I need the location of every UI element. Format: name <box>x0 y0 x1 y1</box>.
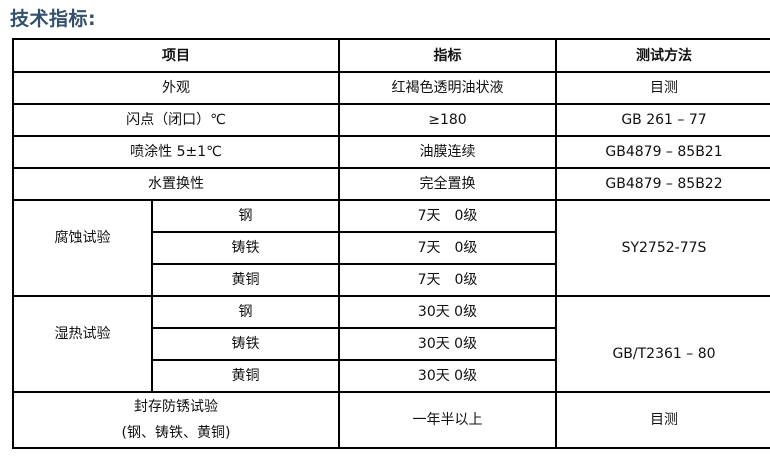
spec-cell: 30天 0级 <box>338 295 557 329</box>
spec-cell: 30天 0级 <box>338 359 557 393</box>
method-cell: 目测 <box>555 391 770 449</box>
method-cell: GB4879 – 85B21 <box>555 135 770 169</box>
header-item: 项目 <box>12 38 340 73</box>
spec-cell: 油膜连续 <box>338 135 557 169</box>
header-method: 测试方法 <box>555 38 770 73</box>
spec-cell: 7天 0级 <box>338 231 557 265</box>
header-spec: 指标 <box>338 38 557 73</box>
table-row: 腐蚀试验 钢 7天 0级 SY2752-77S <box>12 199 770 297</box>
table-row: 黄铜 7天 0级 <box>13 263 770 297</box>
table-row: 黄铜 30天 0级 <box>13 359 770 393</box>
metal-cell: 铸铁 <box>151 327 340 361</box>
method-cell: GB 261 – 77 <box>555 103 770 137</box>
storage-item-cell: 封存防锈试验 (钢、铸铁、黄铜) <box>12 391 340 449</box>
metal-cell: 黄铜 <box>151 359 340 393</box>
metal-cell: 黄铜 <box>151 263 340 297</box>
corrosion-item-cell: 腐蚀试验 <box>12 199 153 297</box>
metal-cell: 钢 <box>151 199 340 233</box>
spec-cell: 一年半以上 <box>338 391 557 449</box>
item-cell: 水置换性 <box>12 167 340 201</box>
table-row: 封存防锈试验 (钢、铸铁、黄铜) 一年半以上 目测 <box>12 391 770 449</box>
table-row: 闪点（闭口）℃ ≥180 GB 261 – 77 <box>12 103 770 137</box>
section-title: 技术指标: <box>10 8 97 30</box>
metal-cell: 铸铁 <box>151 231 340 265</box>
corrosion-method-cell: SY2752-77S <box>555 199 770 297</box>
method-cell: 目测 <box>555 71 770 105</box>
method-cell: GB4879 – 85B22 <box>555 167 770 201</box>
spec-cell: 红褐色透明油状液 <box>338 71 557 105</box>
metal-cell: 钢 <box>151 295 340 329</box>
spec-cell: 7天 0级 <box>338 199 557 233</box>
spec-cell: 30天 0级 <box>338 327 557 361</box>
storage-item-line2: (钢、铸铁、黄铜) <box>121 425 231 441</box>
table-row: 铸铁 30天 0级 <box>13 327 770 361</box>
table-row: 铸铁 7天 0级 <box>13 231 770 265</box>
humidity-method-cell: GB/T2361 – 80 <box>555 295 770 393</box>
table-header-row: 项目 指标 测试方法 <box>12 38 770 73</box>
table-row: 水置换性 完全置换 GB4879 – 85B22 <box>12 167 770 201</box>
tech-spec-table: 项目 指标 测试方法 外观 红褐色透明油状液 目测 闪点（闭口）℃ ≥180 G… <box>12 38 770 449</box>
table-row: 喷涂性 5±1℃ 油膜连续 GB4879 – 85B21 <box>12 135 770 169</box>
table-row: 湿热试验 钢 30天 0级 GB/T2361 – 80 <box>12 295 770 393</box>
table-row: 外观 红褐色透明油状液 目测 <box>12 71 770 105</box>
item-cell: 喷涂性 5±1℃ <box>12 135 340 169</box>
spec-cell: ≥180 <box>338 103 557 137</box>
item-cell: 外观 <box>12 71 340 105</box>
spec-cell: 完全置换 <box>338 167 557 201</box>
humidity-item-cell: 湿热试验 <box>12 295 153 393</box>
storage-item-line1: 封存防锈试验 <box>134 399 218 415</box>
spec-cell: 7天 0级 <box>338 263 557 297</box>
item-cell: 闪点（闭口）℃ <box>12 103 340 137</box>
